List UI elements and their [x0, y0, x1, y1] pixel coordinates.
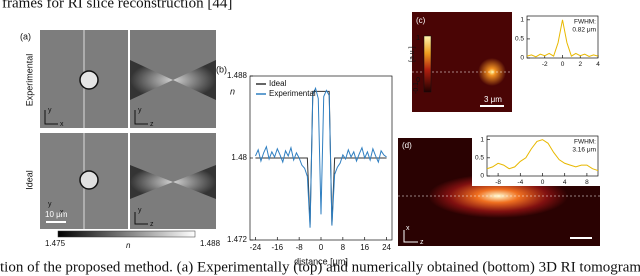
colorbar-title: [a.u.] — [409, 46, 416, 62]
x-tick-label: 4 — [596, 61, 600, 68]
axis-icon-label: z — [150, 221, 154, 228]
series-line — [255, 86, 387, 228]
x-tick-label: -8 — [495, 179, 501, 186]
y-tick-label: 0 — [520, 55, 524, 62]
y-tick-label: 1.48 — [231, 153, 247, 162]
x-tick-label: 0 — [541, 179, 545, 186]
x-tick-label: 16 — [360, 243, 369, 252]
axis-icons: y x y z y x y z — [44, 107, 154, 228]
y-tick-label: 1 — [480, 136, 484, 143]
y-tick-label: 1 — [520, 17, 524, 24]
colorbar-tick: -0.1 — [413, 82, 420, 94]
x-tick-label: 4 — [563, 179, 567, 186]
x-tick-label: -24 — [250, 243, 262, 252]
y-tick-label: 1.488 — [227, 71, 248, 80]
x-tick-label: -8 — [296, 243, 304, 252]
y-tick-label: 0.5 — [475, 155, 484, 162]
x-tick-label: 8 — [341, 243, 346, 252]
caption-text: tion of the proposed method. (a) Experim… — [0, 259, 640, 275]
annotation: FWHM: — [574, 19, 596, 26]
axis-icon-label: x — [60, 209, 64, 216]
axis-icon-label: y — [138, 207, 142, 214]
axis-icon-label: z — [420, 239, 424, 246]
scale-bar-label: 3 μm — [484, 95, 502, 104]
x-tick-label: -4 — [517, 179, 523, 186]
x-tick-label: 0 — [319, 243, 324, 252]
y-tick-label: 1.472 — [227, 235, 248, 244]
axis-icon-label: x — [60, 121, 64, 128]
colorbar-title: n — [126, 241, 131, 250]
annotation: FWHM: — [574, 139, 596, 146]
axis-icon-label: z — [150, 121, 154, 128]
x-tick-label: 8 — [585, 179, 589, 186]
axis-icon-label: x — [406, 225, 410, 232]
axis-icon-label: y — [138, 107, 142, 114]
axis-icon-label: y — [48, 107, 52, 114]
x-tick-label: -16 — [272, 243, 284, 252]
x-tick-label: 2 — [578, 61, 582, 68]
scale-bar-label: 10 μm — [45, 210, 68, 219]
y-tick-label: 0.5 — [515, 36, 524, 43]
series-line — [486, 139, 599, 172]
colorbar-label: 1.475 — [45, 239, 66, 248]
x-tick-label: 0 — [561, 61, 565, 68]
x-tick-label: -2 — [542, 61, 548, 68]
y-axis-label: n — [230, 86, 235, 96]
y-tick-label: 0 — [480, 173, 484, 180]
panel-label: (c) — [416, 16, 426, 25]
colorbar-tick: 1 — [416, 35, 420, 42]
x-tick-label: 24 — [382, 243, 391, 252]
legend-label: Experimental — [269, 89, 316, 98]
colorbar-label: 1.488 — [200, 239, 221, 248]
axis-icon-label: y — [48, 201, 52, 208]
panel-label: (d) — [402, 141, 412, 150]
panel-label: (a) — [20, 31, 31, 41]
annotation: 3.16 μm — [572, 147, 596, 154]
row-label: Experimental — [24, 54, 34, 107]
header-text: frames for RI slice reconstruction [44] — [2, 0, 232, 11]
tomogram-images — [40, 30, 216, 238]
series-line — [526, 19, 599, 58]
x-axis-label: distance [μm] — [294, 256, 348, 266]
heatmap-d — [398, 130, 600, 246]
colorbar-tick: 0 — [416, 77, 420, 84]
legend-label: Ideal — [269, 79, 287, 88]
row-label: Ideal — [24, 170, 34, 190]
panel-label: (b) — [216, 64, 227, 74]
annotation: 0.82 μm — [572, 27, 596, 34]
